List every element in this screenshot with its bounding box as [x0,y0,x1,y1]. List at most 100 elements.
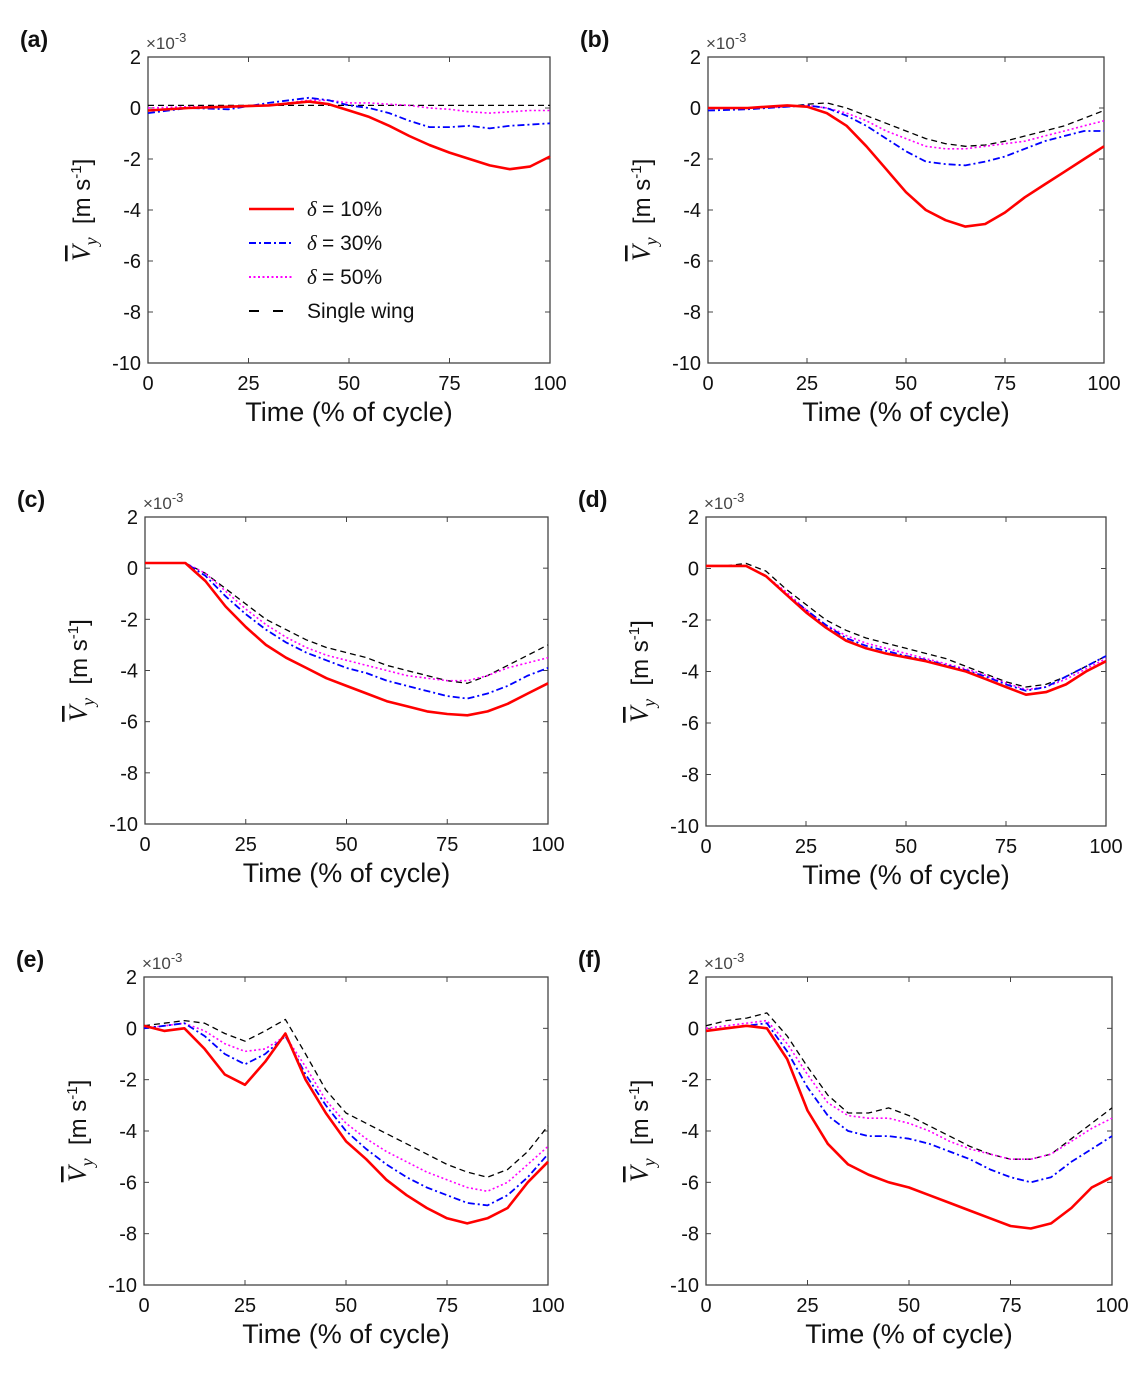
panel-label: (d) [578,486,607,512]
y-tick-label: -6 [119,1172,137,1194]
axis-multiplier: ×10-3 [143,490,183,513]
panel-label: (a) [20,26,48,52]
legend-label: δ = 10% [307,197,382,221]
y-tick-label: 0 [127,558,138,580]
x-tick-label: 25 [235,834,257,856]
y-tick-label: -2 [123,149,141,171]
x-tick-label: 100 [1095,1295,1128,1317]
y-tick-label: -2 [683,149,701,171]
plot-frame [144,516,549,825]
x-tick-label: 75 [999,1295,1021,1317]
x-axis-title: Time (% of cycle) [242,1319,450,1349]
y-axis-title: Vy [m s-1] [627,159,661,262]
x-tick-label: 100 [531,834,564,856]
x-tick-label: 0 [700,1295,711,1317]
y-tick-label: -4 [119,1121,137,1143]
y-axis-title: Vy [m s-1] [63,1080,97,1183]
series-line [145,562,549,684]
plot-frame [707,56,1105,364]
series-line [705,1012,1113,1160]
y-tick-label: -6 [681,713,699,735]
y-tick-label: 2 [126,967,137,989]
series-line [143,1024,549,1225]
x-tick-label: 100 [531,1295,564,1317]
series-line [708,104,1105,228]
y-tick-label: -8 [119,1224,137,1246]
panel-label: (c) [17,486,45,512]
x-axis-title: Time (% of cycle) [802,397,1010,427]
y-tick-label: -6 [120,712,138,734]
y-axis-title: Vy [m s-1] [625,620,659,723]
legend-label: δ = 50% [307,265,382,289]
series-line [145,561,549,717]
y-tick-label: -8 [683,302,701,324]
legend: δ = 10% δ = 30% δ = 50% Single wing [249,197,414,323]
x-tick-label: 50 [898,1295,920,1317]
y-tick-label: 0 [688,559,699,581]
y-tick-label: -6 [123,251,141,273]
series-line [147,100,551,171]
x-tick-label: 75 [438,373,460,395]
y-tick-label: -2 [681,1070,699,1092]
x-tick-label: 0 [139,834,150,856]
x-tick-label: 100 [533,373,566,395]
legend-label: Single wing [307,300,414,323]
y-tick-label: -6 [683,251,701,273]
x-tick-label: 50 [895,836,917,858]
y-axis-title: Vy [m s-1] [64,619,98,722]
y-tick-label: 0 [126,1018,137,1040]
y-tick-label: 0 [688,1018,699,1040]
y-axis-title: Vy [m s-1] [67,159,101,262]
plot-frame [705,516,1107,827]
series-line [705,1019,1113,1160]
y-tick-label: -8 [681,1224,699,1246]
y-tick-label: -2 [681,610,699,632]
y-tick-label: 2 [690,47,701,69]
y-tick-label: -8 [123,302,141,324]
y-tick-label: -10 [670,1275,699,1297]
x-tick-label: 100 [1089,836,1122,858]
axis-multiplier: ×10-3 [704,950,744,973]
y-tick-label: 2 [130,47,141,69]
x-tick-label: 25 [796,373,818,395]
x-tick-label: 25 [234,1295,256,1317]
y-tick-label: -10 [109,814,138,836]
y-tick-label: -10 [672,353,701,375]
series-line [708,102,1105,147]
x-tick-label: 50 [335,1295,357,1317]
y-tick-label: 2 [127,507,138,529]
series-line [706,564,1107,697]
y-tick-label: 2 [688,507,699,529]
series-line [705,1024,1113,1230]
y-tick-label: 0 [130,98,141,120]
series-line [145,562,549,682]
series-line [706,565,1107,691]
series-line [143,1018,549,1178]
y-tick-label: -4 [681,662,699,684]
y-tick-label: -6 [681,1172,699,1194]
panel-label: (e) [16,946,44,972]
axis-multiplier: ×10-3 [704,490,744,513]
x-tick-label: 25 [795,836,817,858]
x-tick-label: 25 [796,1295,818,1317]
x-tick-label: 0 [702,373,713,395]
panel-label: (b) [580,26,609,52]
y-tick-label: -2 [120,609,138,631]
x-tick-label: 0 [138,1295,149,1317]
axis-multiplier: ×10-3 [142,950,182,973]
y-tick-label: 2 [688,967,699,989]
x-axis-title: Time (% of cycle) [802,860,1010,890]
x-tick-label: 25 [237,373,259,395]
axis-multiplier: ×10-3 [146,30,186,53]
plot-frame [143,976,549,1286]
x-tick-label: 0 [700,836,711,858]
x-tick-label: 100 [1087,373,1120,395]
x-tick-label: 75 [995,836,1017,858]
series-line [705,1022,1113,1184]
